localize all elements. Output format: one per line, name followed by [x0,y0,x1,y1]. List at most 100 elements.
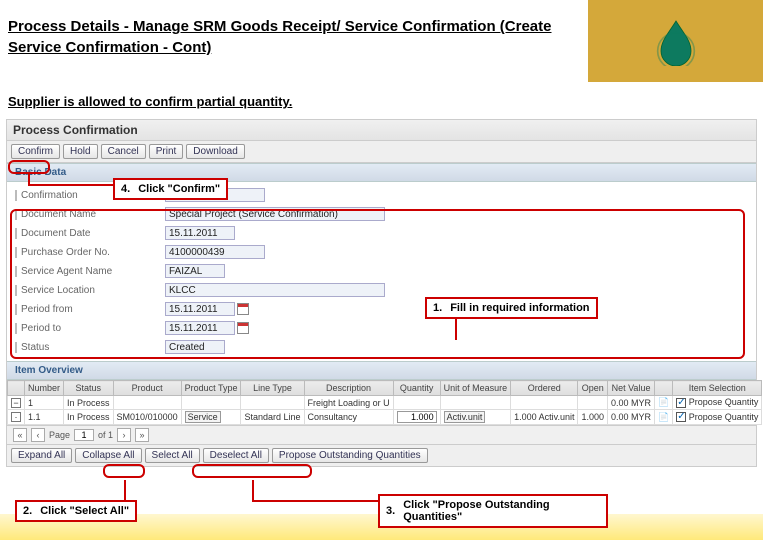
petronas-drop-icon [651,16,701,66]
cell-ltype [241,396,304,410]
callout-text: Fill in required information [450,302,589,314]
table-row[interactable]: − 1 In Process Freight Loading or U 0.00… [8,396,762,410]
pto-value[interactable]: 15.11.2011 [165,321,235,335]
page-prev-button[interactable]: ‹ [31,428,45,442]
callout-4: 4. Click "Confirm" [113,178,228,200]
callout-text: Click "Select All" [40,505,129,517]
connector-c2 [124,480,126,500]
cell-num: 1 [25,396,64,410]
select-all-button[interactable]: Select All [145,448,200,463]
pfrom-label: Period from [15,304,165,315]
page-last-button[interactable]: » [135,428,149,442]
sap-toolbar: Confirm Hold Cancel Print Download [7,141,756,163]
item-table: Number Status Product Product Type Line … [7,380,762,425]
status-label: Status [15,342,165,353]
connector-c3 [252,480,254,500]
cell-status: In Process [64,410,114,425]
col-open: Open [578,381,608,396]
cell-uom [440,396,511,410]
cell-net: 0.00 MYR [608,410,655,425]
page-first-button[interactable]: « [13,428,27,442]
callout-num: 2. [23,505,32,517]
qty-input[interactable] [397,411,437,423]
docname-value[interactable]: Special Project (Service Confirmation) [165,207,385,221]
col-ptype: Product Type [181,381,241,396]
cell-ltype: Standard Line [241,410,304,425]
hold-button[interactable]: Hold [63,144,98,159]
page-next-button[interactable]: › [117,428,131,442]
docname-label: Document Name [15,209,165,220]
callout-num: 4. [121,183,130,195]
propose-checkbox[interactable] [676,398,686,408]
callout-num: 3. [386,505,395,517]
cell-status: In Process [64,396,114,410]
loc-label: Service Location [15,285,165,296]
col-sel: Item Selection [673,381,762,396]
confirm-button[interactable]: Confirm [11,144,60,159]
page-input[interactable] [74,429,94,441]
cell-detail-icon[interactable]: 📄 [655,410,673,425]
collapse-all-button[interactable]: Collapse All [75,448,141,463]
print-button[interactable]: Print [149,144,184,159]
page-title: Process Details - Manage SRM Goods Recei… [8,16,580,58]
col-number: Number [25,381,64,396]
pto-label: Period to [15,323,165,334]
cell-open [578,396,608,410]
expand-all-button[interactable]: Expand All [11,448,72,463]
connector-c4 [28,184,116,186]
cell-ptype [181,396,241,410]
calendar-icon[interactable] [237,303,249,315]
connector-c4 [28,174,30,184]
cell-desc: Freight Loading or U [304,396,393,410]
page-of: of 1 [98,430,113,440]
agent-label: Service Agent Name [15,266,165,277]
deselect-all-button[interactable]: Deselect All [203,448,269,463]
cell-open: 1.000 [578,410,608,425]
cell-net: 0.00 MYR [608,396,655,410]
leaf-icon[interactable]: · [11,412,21,422]
cell-sel: Propose Quantity [689,412,759,422]
docdate-label: Document Date [15,228,165,239]
table-row[interactable]: · 1.1 In Process SM010/010000 Service St… [8,410,762,425]
col-uom: Unit of Measure [440,381,511,396]
callout-1: 1. Fill in required information [425,297,598,319]
cell-detail-icon[interactable]: 📄 [655,396,673,410]
pfrom-value[interactable]: 15.11.2011 [165,302,235,316]
agent-value[interactable]: FAIZAL [165,264,225,278]
bottom-toolbar: Expand All Collapse All Select All Desel… [7,444,756,466]
col-net: Net Value [608,381,655,396]
po-value: 4100000439 [165,245,265,259]
callout-num: 1. [433,302,442,314]
table-pager: « ‹ Page of 1 › » [7,425,756,444]
cell-ordered: 1.000 Activ.unit [511,410,578,425]
col-status: Status [64,381,114,396]
uom-select[interactable]: Activ.unit [444,411,486,423]
calendar-icon[interactable] [237,322,249,334]
col-ordered: Ordered [511,381,578,396]
callout-text: Click "Propose Outstanding Quantities" [403,499,600,523]
cell-sel: Propose Quantity [689,397,759,407]
item-overview-head: Item Overview [7,361,756,380]
col-desc: Description [304,381,393,396]
cell-ordered [511,396,578,410]
col-expand [8,381,25,396]
ptype-select[interactable]: Service [185,411,221,423]
sap-window-title: Process Confirmation [7,120,756,141]
cell-num: 1.1 [25,410,64,425]
logo-area [588,0,763,82]
cancel-button[interactable]: Cancel [101,144,146,159]
loc-value[interactable]: KLCC [165,283,385,297]
callout-text: Click "Confirm" [138,183,220,195]
connector-c3 [252,500,380,502]
col-ltype: Line Type [241,381,304,396]
docdate-value[interactable]: 15.11.2011 [165,226,235,240]
col-qty: Quantity [393,381,440,396]
collapse-icon[interactable]: − [11,398,21,408]
page-label: Page [49,430,70,440]
propose-checkbox[interactable] [676,412,686,422]
propose-outstanding-button[interactable]: Propose Outstanding Quantities [272,448,428,463]
download-button[interactable]: Download [186,144,244,159]
callout-3: 3. Click "Propose Outstanding Quantities… [378,494,608,528]
subheading: Supplier is allowed to confirm partial q… [0,82,763,115]
cell-desc: Consultancy [304,410,393,425]
